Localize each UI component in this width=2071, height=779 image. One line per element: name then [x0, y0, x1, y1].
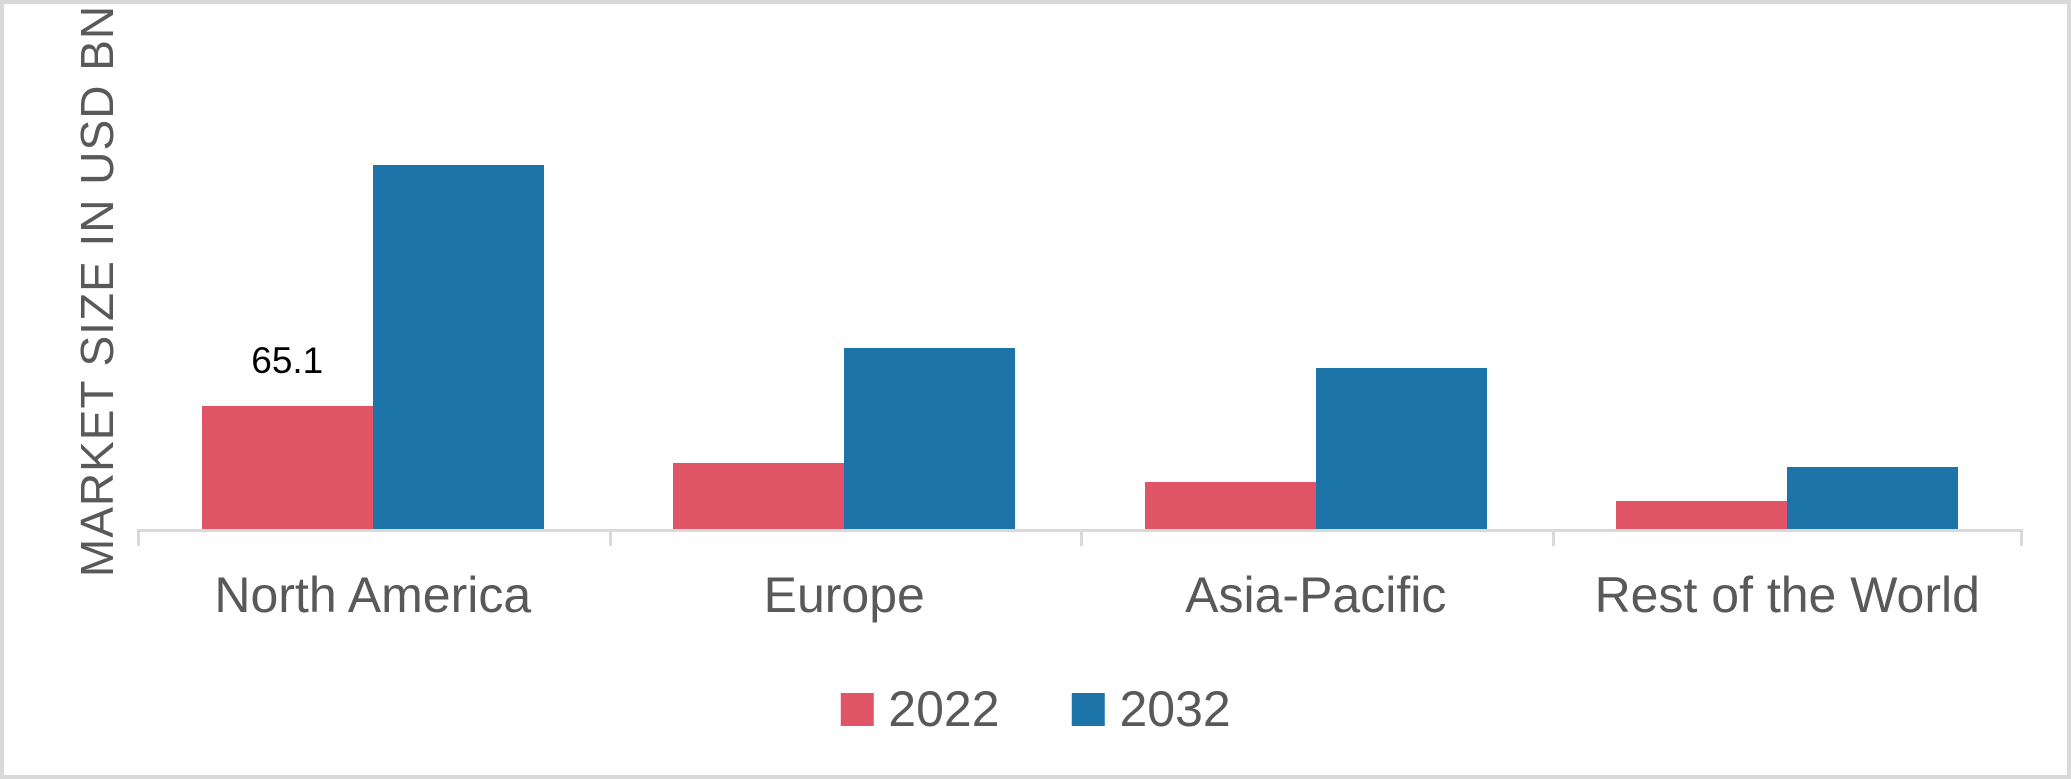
- bar-2032-asia-pacific: [1315, 368, 1487, 529]
- legend-label-2022: 2022: [888, 681, 1000, 737]
- legend: 2022 2032: [840, 676, 1231, 742]
- legend-item-2022: 2022: [840, 676, 1000, 742]
- category-group-asia-pacific: [1080, 4, 1552, 529]
- legend-item-2032: 2032: [1071, 676, 1231, 742]
- x-axis-tick-1: [609, 529, 612, 546]
- bar-2032-north-america: [372, 165, 544, 529]
- x-axis-tick-2: [1080, 529, 1083, 546]
- x-axis-tick-4: [2020, 529, 2023, 546]
- x-axis-tick-3: [1552, 529, 1555, 546]
- bar-2032-rest-of-the-world: [1787, 467, 1959, 529]
- bar-2022-europe: [673, 463, 845, 529]
- category-label-europe: Europe: [763, 567, 925, 623]
- x-axis-category-labels: North America Europe Asia-Pacific Rest of t…: [137, 560, 2023, 630]
- category-label-north-america: North America: [214, 567, 532, 623]
- category-label-rest-of-the-world: Rest of the World: [1594, 567, 1980, 623]
- legend-label-2032: 2032: [1119, 681, 1231, 737]
- category-group-north-america: 65.1: [137, 4, 609, 529]
- category-label-asia-pacific: Asia-Pacific: [1185, 567, 1447, 623]
- bar-2022-asia-pacific: [1144, 482, 1316, 529]
- data-label-2022-north-america: 65.1: [251, 340, 324, 381]
- bar-2022-north-america: 65.1: [201, 340, 373, 529]
- plot-area: 65.1: [137, 4, 2023, 546]
- y-axis-title: MARKET SIZE IN USD BN: [71, 4, 123, 578]
- legend-swatch-icon: [840, 692, 874, 726]
- category-group-rest-of-the-world: [1552, 4, 2024, 529]
- bar-2032-europe: [844, 348, 1016, 529]
- bar-2022-rest-of-the-world: [1616, 501, 1788, 529]
- legend-swatch-icon: [1071, 692, 1105, 726]
- x-axis-tick-0: [137, 529, 140, 546]
- category-group-europe: [609, 4, 1081, 529]
- bar-groups: 65.1: [137, 4, 2023, 529]
